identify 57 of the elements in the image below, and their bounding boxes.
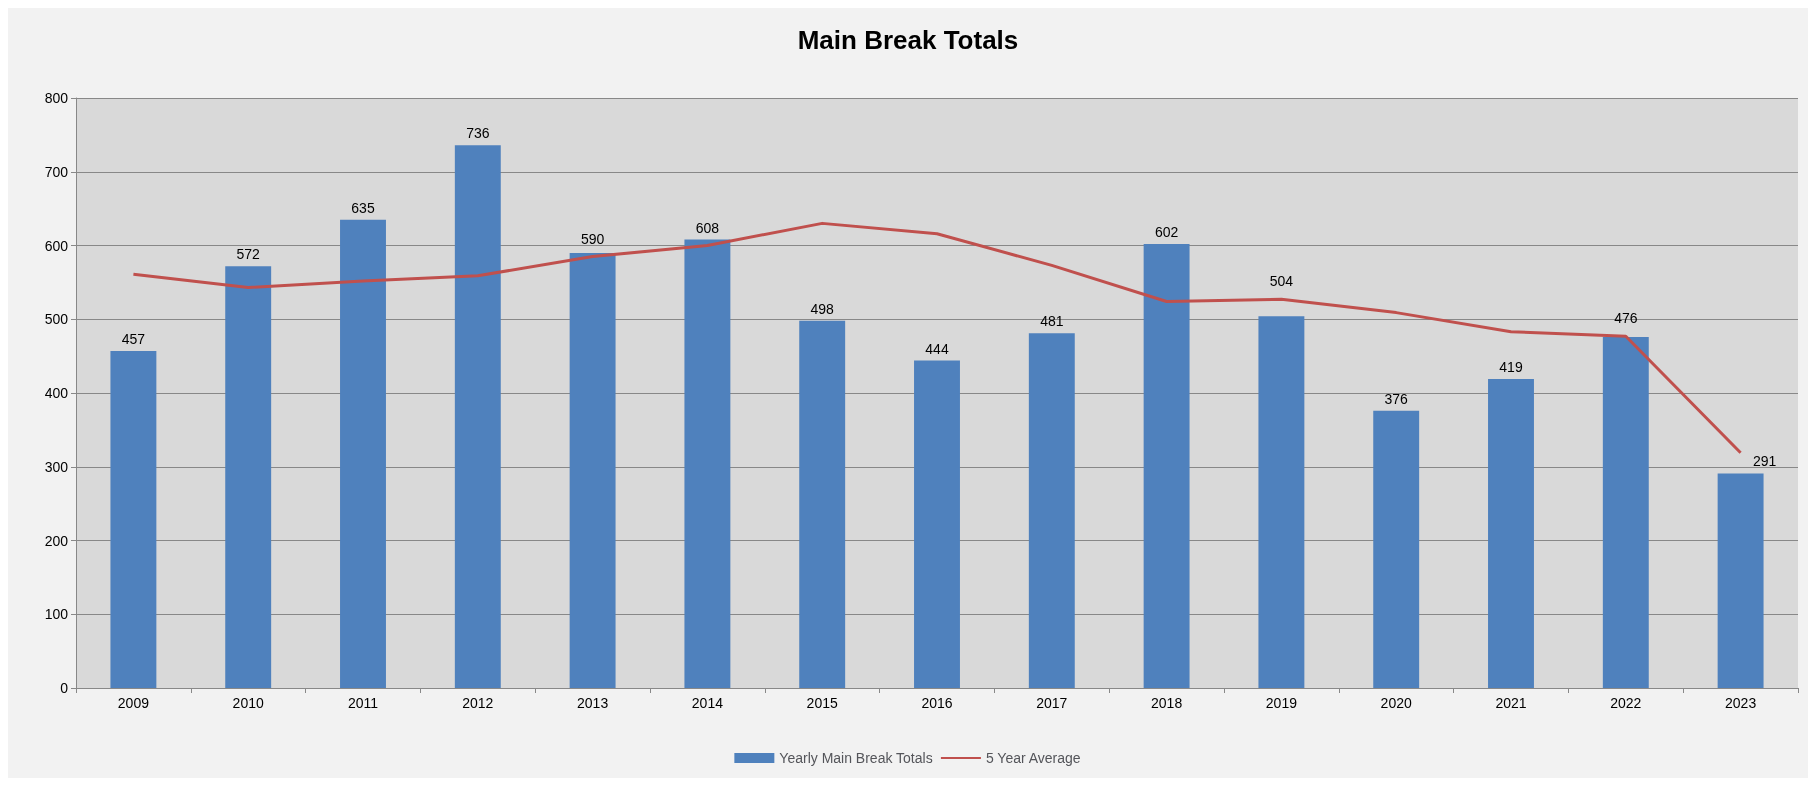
bar	[1717, 473, 1764, 688]
bar	[1028, 333, 1075, 688]
x-tick-label: 2012	[462, 695, 494, 711]
bar	[454, 145, 501, 688]
y-tick-label: 500	[44, 311, 69, 328]
x-tick-label: 2018	[1151, 695, 1183, 711]
chart-title: Main Break Totals	[797, 25, 1019, 55]
bar	[914, 360, 960, 688]
x-tick-label: 2014	[691, 695, 724, 711]
data-label: 481	[1040, 313, 1064, 330]
bar	[225, 266, 272, 688]
x-tick-label: 2019	[1265, 695, 1298, 711]
bar	[1373, 410, 1420, 688]
x-tick-label: 2022	[1610, 695, 1642, 711]
data-label: 736	[466, 125, 490, 142]
bar	[110, 350, 157, 688]
y-tick-label: 700	[44, 163, 69, 180]
x-tick-label: 2021	[1495, 695, 1527, 711]
bar	[684, 239, 731, 688]
data-label: 602	[1154, 224, 1179, 241]
y-tick-label: 600	[44, 237, 69, 254]
data-label: 291	[1752, 453, 1777, 470]
bar	[1602, 336, 1649, 688]
x-tick-label: 2017	[1036, 695, 1068, 711]
bar	[1488, 378, 1534, 688]
y-tick-label: 200	[44, 532, 69, 549]
bar	[1258, 316, 1305, 688]
y-tick-label: 300	[44, 458, 69, 475]
legend-label: 5 Year Average	[985, 750, 1081, 766]
y-tick-label: 100	[44, 606, 69, 623]
data-label: 608	[695, 219, 720, 236]
y-tick-label: 400	[44, 385, 69, 401]
x-tick-label: 2023	[1725, 695, 1757, 711]
data-label: 635	[351, 199, 375, 216]
x-tick-label: 2011	[347, 695, 379, 711]
bar	[799, 320, 846, 688]
legend-label: Yearly Main Break Totals	[779, 750, 933, 766]
x-tick-label: 2016	[921, 695, 953, 711]
x-tick-label: 2015	[806, 695, 838, 711]
data-label: 376	[1384, 390, 1409, 407]
bar	[569, 252, 616, 688]
y-tick-label: 0	[60, 680, 69, 696]
x-tick-label: 2009	[117, 695, 150, 711]
data-label: 444	[925, 340, 949, 357]
data-label: 457	[121, 330, 146, 347]
x-tick-label: 2010	[232, 695, 264, 711]
data-label: 476	[1614, 310, 1638, 327]
bar	[1143, 244, 1190, 688]
y-tick-label: 800	[44, 90, 69, 106]
x-tick-label: 2013	[577, 695, 609, 711]
data-label: 590	[580, 230, 605, 247]
data-label: 572	[236, 246, 261, 263]
data-label: 504	[1269, 273, 1294, 290]
bar	[340, 219, 386, 688]
data-label: 498	[810, 300, 835, 317]
data-label: 419	[1499, 358, 1523, 375]
x-tick-label: 2020	[1380, 695, 1412, 711]
